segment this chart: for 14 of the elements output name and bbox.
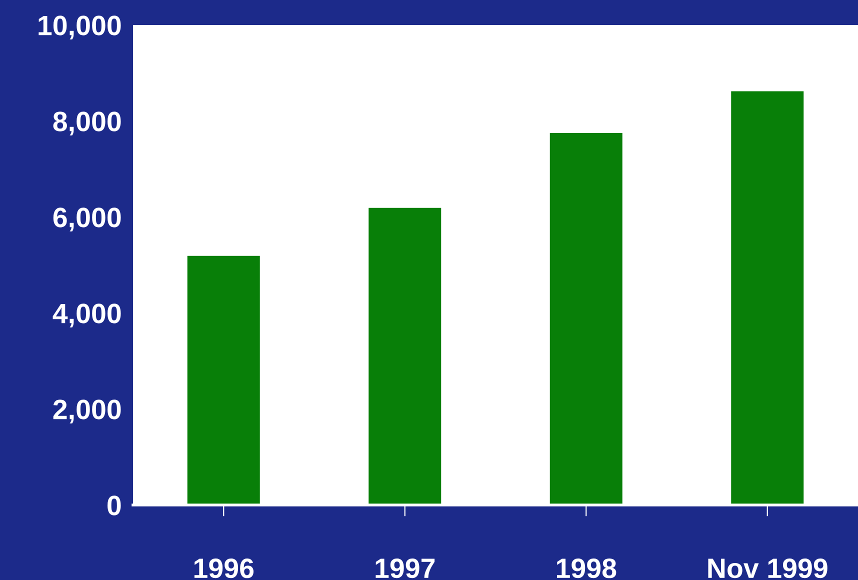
y-tick-label: 6,000 <box>53 208 121 232</box>
bar <box>368 208 442 505</box>
x-tick-label: Nov 1999 <box>708 558 828 578</box>
bar <box>187 256 260 505</box>
y-tick-label: 10,000 <box>38 16 121 40</box>
x-tick-label: 1998 <box>556 558 616 578</box>
x-tick-label: 1996 <box>194 558 254 578</box>
y-tick-label: 4,000 <box>52 304 121 328</box>
y-tick-label: 8,000 <box>53 112 121 136</box>
y-tick-label: 0 <box>108 496 121 516</box>
y-tick-label: 2,000 <box>53 400 121 424</box>
bar <box>550 133 622 505</box>
bar <box>731 91 804 505</box>
x-tick-label: 1997 <box>376 558 435 578</box>
